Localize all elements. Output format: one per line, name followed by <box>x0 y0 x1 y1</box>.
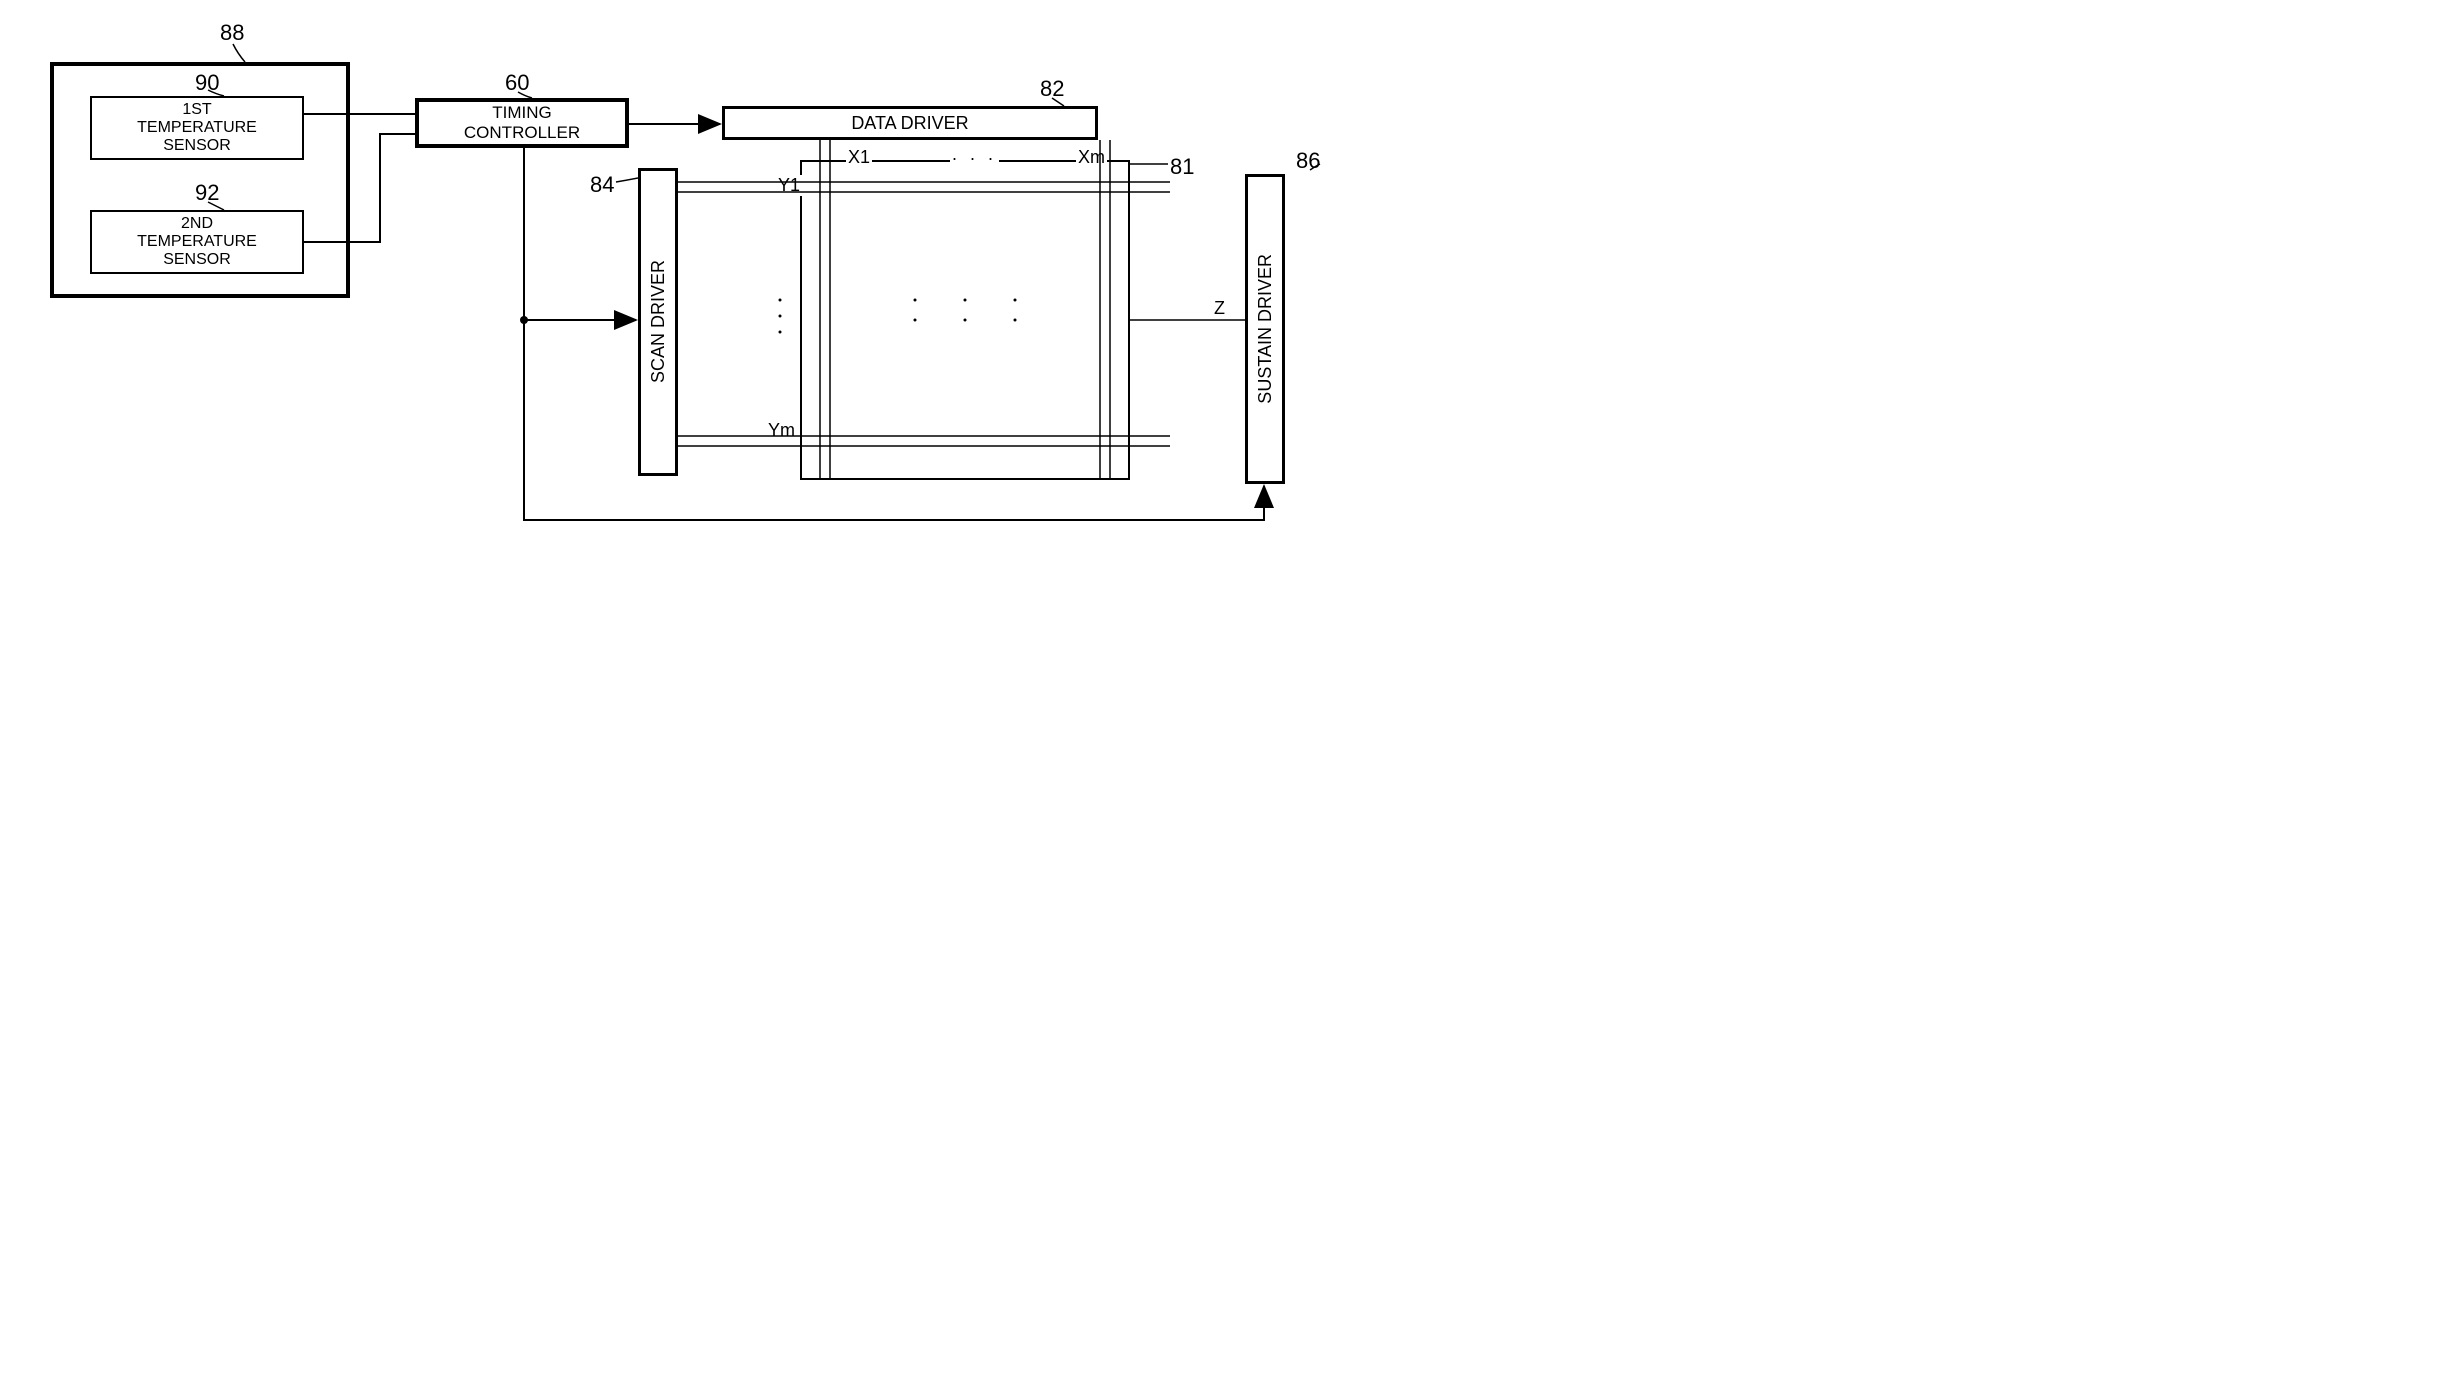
sustain-driver-box: SUSTAIN DRIVER <box>1245 174 1285 484</box>
ref-84: 84 <box>590 172 614 198</box>
label-ym: Ym <box>766 420 797 441</box>
first-temp-sensor-box: 1ST TEMPERATURE SENSOR <box>90 96 304 160</box>
ref-92: 92 <box>195 180 219 206</box>
second-temp-sensor-box: 2ND TEMPERATURE SENSOR <box>90 210 304 274</box>
label-x1: X1 <box>846 147 872 168</box>
diagram-container: 1ST TEMPERATURE SENSOR 2ND TEMPERATURE S… <box>20 20 1494 853</box>
label-dots-top: . . . <box>950 144 999 165</box>
first-temp-sensor-label: 1ST TEMPERATURE SENSOR <box>137 101 257 155</box>
sustain-driver-label: SUSTAIN DRIVER <box>1255 254 1276 404</box>
timing-controller-label: TIMING CONTROLLER <box>464 103 580 143</box>
data-driver-label: DATA DRIVER <box>851 113 968 134</box>
second-temp-sensor-label: 2ND TEMPERATURE SENSOR <box>137 215 257 269</box>
ref-86: 86 <box>1296 148 1320 174</box>
display-panel-box <box>800 160 1130 480</box>
ref-82: 82 <box>1040 76 1064 102</box>
ref-81: 81 <box>1170 154 1194 180</box>
ref-90: 90 <box>195 70 219 96</box>
ref-88: 88 <box>220 20 244 46</box>
timing-controller-box: TIMING CONTROLLER <box>415 98 629 148</box>
label-y1: Y1 <box>776 175 802 196</box>
ref-60: 60 <box>505 70 529 96</box>
scan-driver-box: SCAN DRIVER <box>638 168 678 476</box>
label-z: Z <box>1212 298 1227 319</box>
scan-driver-label: SCAN DRIVER <box>648 260 669 383</box>
data-driver-box: DATA DRIVER <box>722 106 1098 140</box>
label-xm: Xm <box>1076 147 1107 168</box>
